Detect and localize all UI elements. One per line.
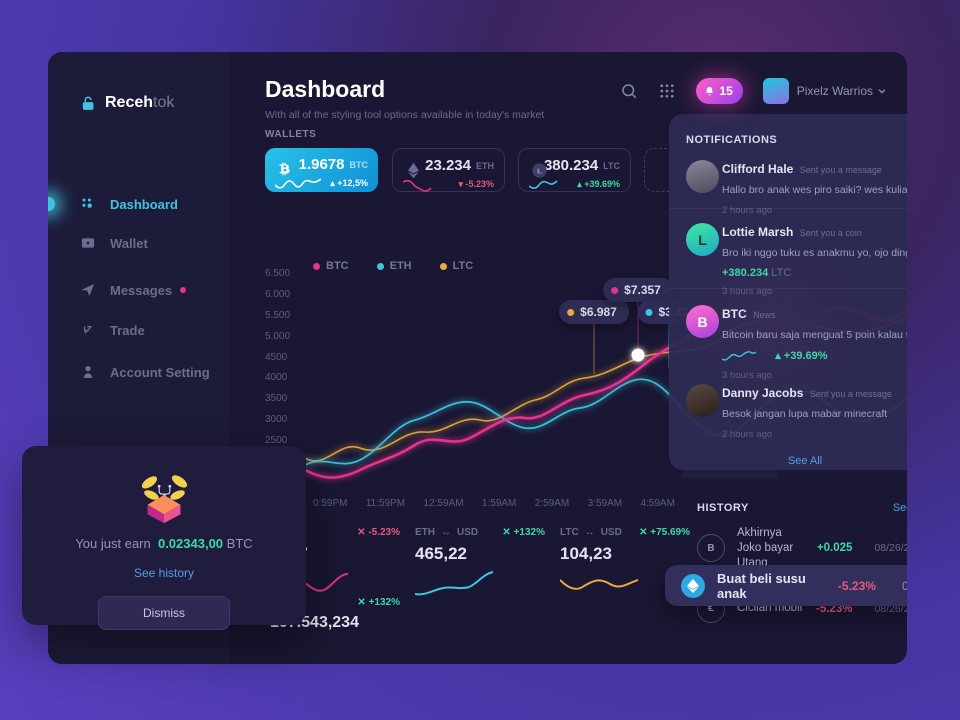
svg-text:Ł: Ł [537,166,542,175]
